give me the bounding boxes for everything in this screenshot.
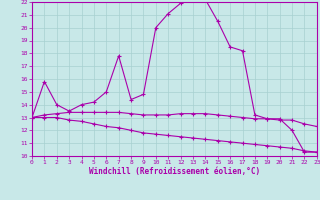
X-axis label: Windchill (Refroidissement éolien,°C): Windchill (Refroidissement éolien,°C) (89, 167, 260, 176)
